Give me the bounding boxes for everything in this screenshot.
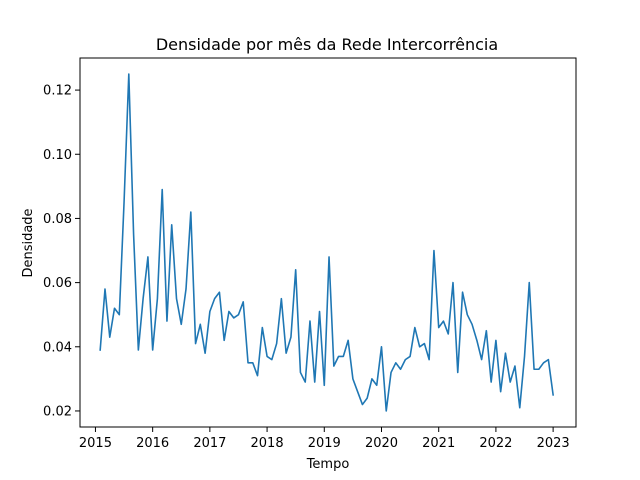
x-tick-label: 2015 bbox=[79, 436, 112, 451]
x-tick-label: 2022 bbox=[479, 436, 512, 451]
y-tick-label: 0.02 bbox=[43, 404, 72, 419]
x-tick-label: 2016 bbox=[136, 436, 169, 451]
plot-frame bbox=[79, 57, 577, 428]
x-tick-label: 2017 bbox=[193, 436, 226, 451]
y-tick-label: 0.10 bbox=[43, 148, 72, 163]
x-axis-label: Tempo bbox=[306, 457, 350, 472]
y-axis-label: Densidade bbox=[21, 208, 36, 277]
x-tick-label: 2019 bbox=[308, 436, 341, 451]
x-tick-label: 2018 bbox=[251, 436, 284, 451]
y-tick-label: 0.04 bbox=[43, 340, 72, 355]
y-tick-label: 0.08 bbox=[43, 212, 72, 227]
y-tick-label: 0.06 bbox=[43, 276, 72, 291]
series-line bbox=[99, 73, 555, 412]
y-axis: 0.02 0.04 0.06 0.08 0.10 0.12 bbox=[43, 84, 80, 419]
y-tick-label: 0.12 bbox=[43, 84, 72, 99]
x-tick-label: 2023 bbox=[537, 436, 570, 451]
x-tick-label: 2021 bbox=[422, 436, 455, 451]
x-axis: 2015 2016 2017 2018 2019 2020 2021 2022 2023 bbox=[79, 427, 570, 451]
series-layer bbox=[99, 73, 555, 412]
x-tick-label: 2020 bbox=[365, 436, 398, 451]
plot-area bbox=[79, 57, 577, 428]
chart-title: Densidade por mês da Rede Intercorrência bbox=[156, 35, 498, 54]
